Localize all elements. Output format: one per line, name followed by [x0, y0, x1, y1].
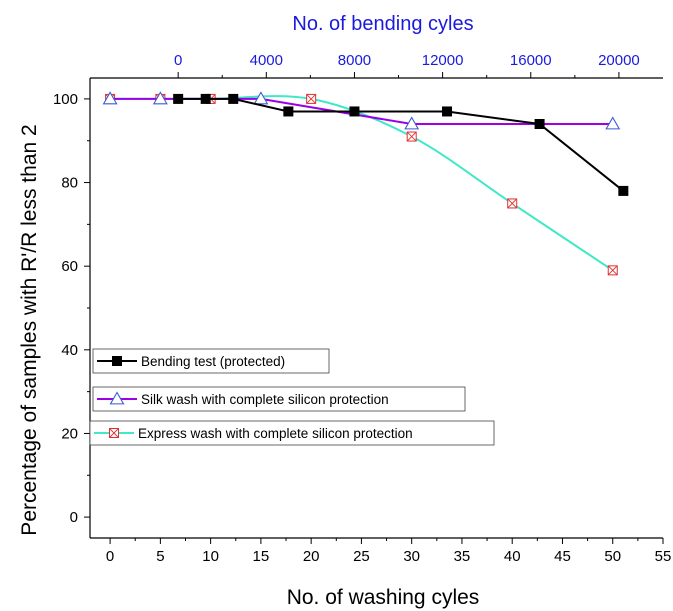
- axis-ticks: 0 5 10 15 20 25 30 35 40 45 50 55 0 4000 8000 12000 1600…: [53, 52, 671, 565]
- legend: Bending test (protected) Silk wash with c…: [89, 348, 495, 446]
- data-point: [442, 106, 453, 117]
- marker-square: [618, 185, 629, 196]
- marker-square: [534, 119, 545, 129]
- x-tick-label: 30: [403, 548, 420, 565]
- y-tick-label: 20: [61, 425, 78, 442]
- legend-marker: [109, 428, 119, 438]
- y-tick-label: 40: [61, 342, 78, 359]
- legend-item-box: [89, 420, 495, 446]
- series-layer: [102, 91, 629, 276]
- marker-cross: [507, 198, 518, 209]
- marker-triangle: [102, 91, 118, 105]
- x-tick-label: 5: [156, 548, 164, 565]
- marker-cross: [109, 428, 119, 438]
- data-point: [306, 93, 317, 104]
- y-tick-label: 100: [53, 91, 78, 108]
- legend-marker: [112, 356, 122, 366]
- x2-tick-label: 8000: [338, 52, 371, 69]
- x2-tick-label: 0: [174, 52, 182, 69]
- data-point: [228, 93, 239, 104]
- x-tick-label: 10: [202, 548, 219, 565]
- data-point: [200, 93, 211, 104]
- marker-square: [349, 106, 360, 117]
- x-tick-label: 25: [353, 548, 370, 565]
- series-0: [173, 93, 629, 196]
- data-point: [349, 106, 360, 117]
- x-tick-label: 20: [303, 548, 320, 565]
- x2-tick-label: 16000: [510, 52, 552, 69]
- marker-square: [200, 93, 211, 104]
- data-point: [507, 198, 518, 209]
- x2-tick-label: 20000: [598, 52, 640, 69]
- data-point: [253, 91, 269, 105]
- data-point: [404, 116, 420, 130]
- marker-triangle: [253, 91, 269, 105]
- marker-triangle: [109, 391, 125, 405]
- legend-label: Bending test (protected): [141, 354, 285, 369]
- series-1: [102, 91, 621, 130]
- x2-tick-label: 12000: [422, 52, 464, 69]
- marker-cross: [607, 265, 618, 276]
- marker-square: [442, 106, 453, 117]
- data-point: [534, 119, 545, 129]
- x2-tick-label: 4000: [250, 52, 283, 69]
- x-tick-label: 50: [604, 548, 621, 565]
- y-tick-label: 60: [61, 258, 78, 275]
- x-tick-label: 15: [253, 548, 270, 565]
- marker-cross: [306, 94, 316, 104]
- legend-item-2: Express wash with complete silicon prote…: [89, 420, 495, 446]
- marker-square: [112, 356, 122, 366]
- x-tick-label: 35: [454, 548, 471, 565]
- legend-item-box: [92, 386, 466, 412]
- marker-triangle: [404, 116, 420, 130]
- y-axis-title: Percentage of samples with R'/R less tha…: [18, 124, 41, 535]
- data-point: [605, 116, 621, 130]
- marker-cross: [406, 131, 417, 142]
- data-point: [283, 106, 294, 117]
- legend-item-0: Bending test (protected): [92, 348, 330, 374]
- y-tick-label: 0: [70, 509, 78, 526]
- marker-triangle: [152, 91, 168, 105]
- plot-frame: [89, 77, 663, 539]
- marker-square: [283, 106, 294, 117]
- x2-axis-title: No. of bending cyles: [292, 13, 473, 35]
- marker-triangle: [605, 116, 621, 130]
- x-tick-label: 45: [554, 548, 571, 565]
- data-point: [102, 91, 118, 105]
- data-point: [618, 185, 629, 196]
- marker-square: [173, 93, 184, 104]
- x-tick-label: 55: [655, 548, 672, 565]
- y-tick-label: 80: [61, 175, 78, 192]
- x-tick-label: 0: [106, 548, 114, 565]
- data-point: [173, 93, 184, 104]
- marker-square: [228, 93, 239, 104]
- legend-item-1: Silk wash with complete silicon protecti…: [92, 386, 466, 412]
- data-point: [406, 131, 417, 142]
- legend-label: Express wash with complete silicon prote…: [138, 426, 413, 441]
- data-point: [607, 265, 618, 276]
- legend-marker: [109, 391, 125, 405]
- x-axis-title: No. of washing cyles: [287, 586, 480, 609]
- data-point: [152, 91, 168, 105]
- legend-label: Silk wash with complete silicon protecti…: [141, 392, 389, 407]
- series-line: [178, 97, 624, 192]
- x-tick-label: 40: [504, 548, 521, 565]
